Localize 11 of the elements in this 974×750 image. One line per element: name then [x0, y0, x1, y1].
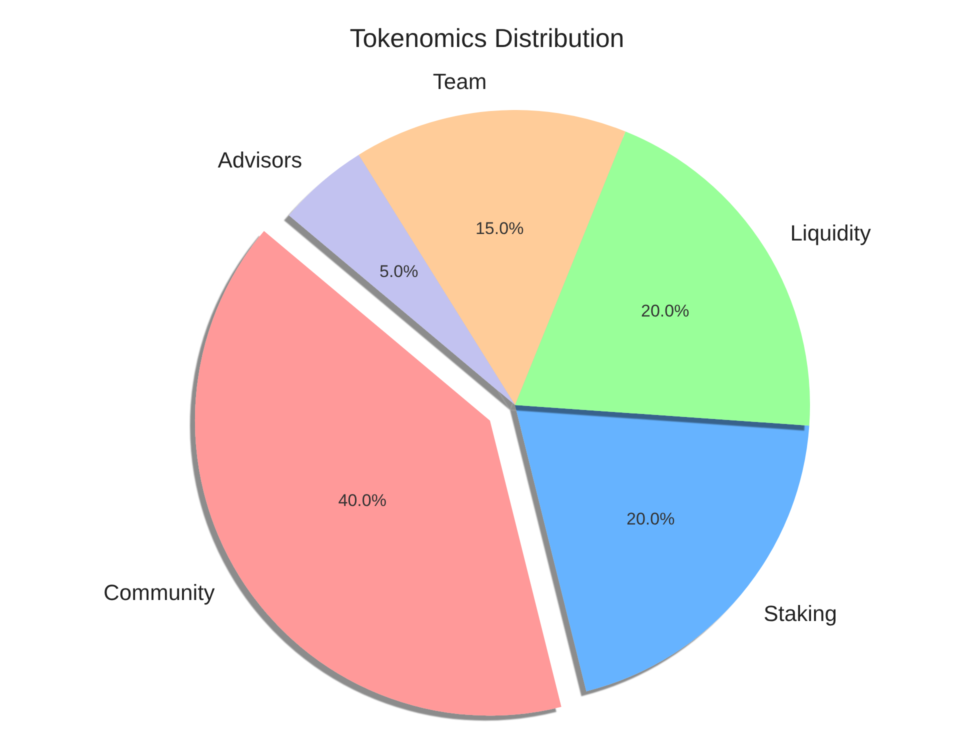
slice-label: Team — [432, 69, 487, 94]
slice-label: Liquidity — [790, 220, 871, 246]
slice-label: Community — [104, 580, 215, 606]
data-label: 40.0% — [338, 490, 386, 510]
data-label: 15.0% — [475, 219, 524, 238]
data-label: 5.0% — [380, 262, 418, 281]
chart-title: Tokenomics Distribution — [350, 23, 624, 53]
slice-label: Staking — [764, 601, 837, 626]
data-label: 20.0% — [626, 509, 675, 528]
slice-label: Advisors — [218, 148, 302, 173]
data-label: 20.0% — [641, 302, 690, 321]
